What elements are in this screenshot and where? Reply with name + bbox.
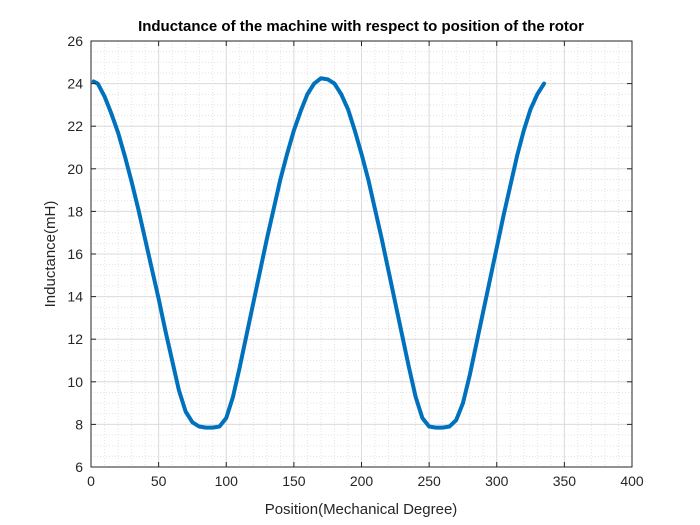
chart-title: Inductance of the machine with respect t… bbox=[138, 18, 584, 35]
x-tick-label: 150 bbox=[282, 473, 306, 489]
x-tick-label: 400 bbox=[620, 473, 644, 489]
x-tick-label: 100 bbox=[215, 473, 239, 489]
y-tick-label: 16 bbox=[67, 246, 83, 262]
y-tick-label: 6 bbox=[75, 459, 83, 475]
y-tick-label: 20 bbox=[67, 161, 83, 177]
axis-ticks bbox=[90, 40, 633, 468]
y-tick-label: 14 bbox=[67, 289, 83, 305]
y-tick-label: 10 bbox=[67, 374, 83, 390]
x-tick-label: 0 bbox=[87, 473, 95, 489]
x-tick-label: 250 bbox=[417, 473, 441, 489]
series-line-inductance bbox=[91, 76, 547, 430]
y-tick-label: 22 bbox=[67, 118, 83, 134]
y-tick-label: 8 bbox=[75, 416, 83, 432]
series-layer bbox=[91, 76, 547, 430]
y-tick-labels: 6 8 10 12 14 16 18 20 22 24 26 bbox=[67, 33, 83, 475]
y-tick-label: 24 bbox=[67, 76, 83, 92]
x-tick-label: 300 bbox=[485, 473, 509, 489]
x-tick-label: 350 bbox=[553, 473, 577, 489]
y-tick-label: 26 bbox=[67, 33, 83, 49]
y-tick-label: 18 bbox=[67, 203, 83, 219]
x-tick-labels: 0 50 100 150 200 250 300 350 400 bbox=[87, 473, 644, 489]
y-axis-label: Inductance(mH) bbox=[42, 201, 59, 308]
x-tick-label: 50 bbox=[151, 473, 167, 489]
x-tick-label: 200 bbox=[350, 473, 374, 489]
x-axis-label: Position(Mechanical Degree) bbox=[265, 501, 458, 518]
y-tick-label: 12 bbox=[67, 331, 83, 347]
major-grid bbox=[91, 41, 632, 467]
